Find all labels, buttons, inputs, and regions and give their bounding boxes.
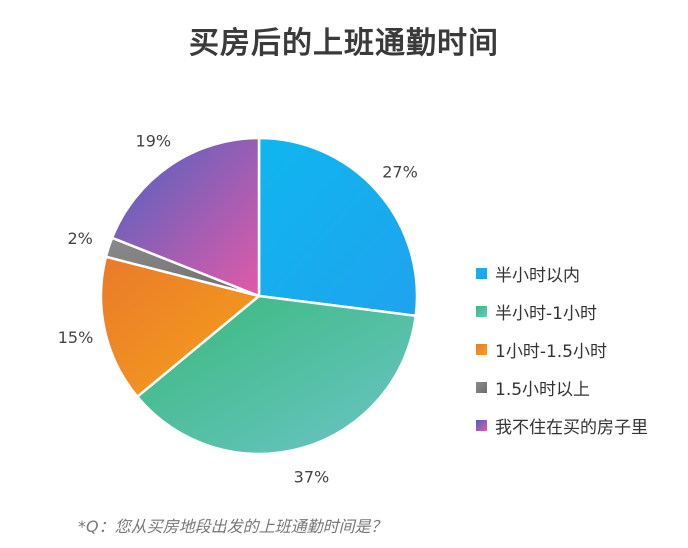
pie-slice-0 (257, 136, 419, 318)
legend-label-4: 我不住在买的房子里 (495, 417, 648, 438)
legend-label-3: 1.5小时以上 (495, 379, 591, 400)
pct-label-1: 37% (294, 468, 330, 487)
legend: 半小时以内 半小时-1小时 1小时-1.5小时 1.5小时以上 我不住在买的房子… (476, 254, 648, 444)
legend-item-3: 1.5小时以上 (476, 368, 648, 406)
legend-label-1: 半小时-1小时 (495, 303, 597, 324)
legend-swatch-2 (476, 343, 487, 355)
pct-label-3: 2% (68, 229, 93, 248)
pie-slice-1 (135, 294, 418, 456)
legend-item-1: 半小时-1小时 (476, 292, 648, 330)
legend-swatch-0 (476, 267, 487, 279)
chart-title: 买房后的上班通勤时间 (189, 26, 499, 61)
legend-swatch-4 (476, 419, 487, 431)
pct-label-4: 19% (136, 132, 172, 151)
pct-label-2: 15% (58, 328, 94, 347)
legend-swatch-3 (476, 381, 487, 393)
legend-item-4: 我不住在买的房子里 (476, 406, 648, 444)
legend-swatch-1 (476, 305, 487, 317)
footnote: *Q：您从买房地段出发的上班通勤时间是？ (78, 517, 387, 536)
legend-item-0: 半小时以内 (476, 254, 648, 292)
legend-label-0: 半小时以内 (495, 265, 580, 286)
pie-slice-2 (99, 255, 262, 399)
pie-slice-4 (110, 136, 261, 298)
pct-label-0: 27% (382, 163, 418, 182)
legend-item-2: 1小时-1.5小时 (476, 330, 648, 368)
legend-label-2: 1小时-1.5小时 (495, 341, 607, 362)
